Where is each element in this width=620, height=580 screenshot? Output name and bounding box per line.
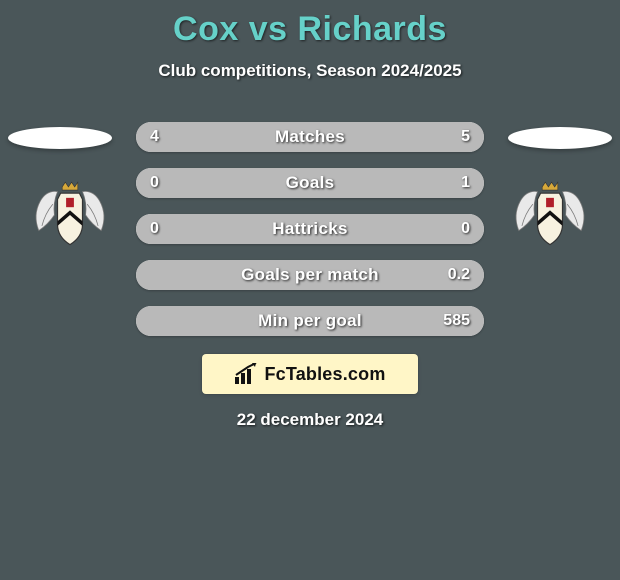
stat-label: Goals per match <box>136 260 484 290</box>
stat-value-right: 5 <box>461 122 470 152</box>
stat-value-left: 4 <box>150 122 159 152</box>
stat-value-right: 0.2 <box>448 260 470 290</box>
stat-value-right: 585 <box>443 306 470 336</box>
brand-badge[interactable]: FcTables.com <box>202 354 418 394</box>
club-crest-left <box>30 176 110 254</box>
brand-text: FcTables.com <box>264 364 385 385</box>
stat-label: Goals <box>136 168 484 198</box>
stat-label: Matches <box>136 122 484 152</box>
stat-row: Min per goal585 <box>136 306 484 336</box>
stat-label: Hattricks <box>136 214 484 244</box>
club-crest-right <box>510 176 590 254</box>
chart-icon <box>234 363 258 385</box>
crest-icon <box>510 176 590 254</box>
stat-row: Goals0 1 <box>136 168 484 198</box>
stat-value-right: 0 <box>461 214 470 244</box>
stat-bars: Matches45Goals01Hattricks00Goals per mat… <box>136 122 484 352</box>
player-oval-right <box>508 127 612 149</box>
stat-row: Goals per match0.2 <box>136 260 484 290</box>
stat-value-left: 0 <box>150 168 159 198</box>
stat-label: Min per goal <box>136 306 484 336</box>
stat-value-left: 0 <box>150 214 159 244</box>
stat-row: Hattricks0 0 <box>136 214 484 244</box>
crest-icon <box>30 176 110 254</box>
comparison-card: Cox vs Richards Club competitions, Seaso… <box>0 0 620 580</box>
stat-value-right: 1 <box>461 168 470 198</box>
page-title: Cox vs Richards <box>0 0 620 49</box>
stat-row: Matches4 5 <box>136 122 484 152</box>
page-subtitle: Club competitions, Season 2024/2025 <box>0 61 620 81</box>
player-oval-left <box>8 127 112 149</box>
date-text: 22 december 2024 <box>0 410 620 430</box>
